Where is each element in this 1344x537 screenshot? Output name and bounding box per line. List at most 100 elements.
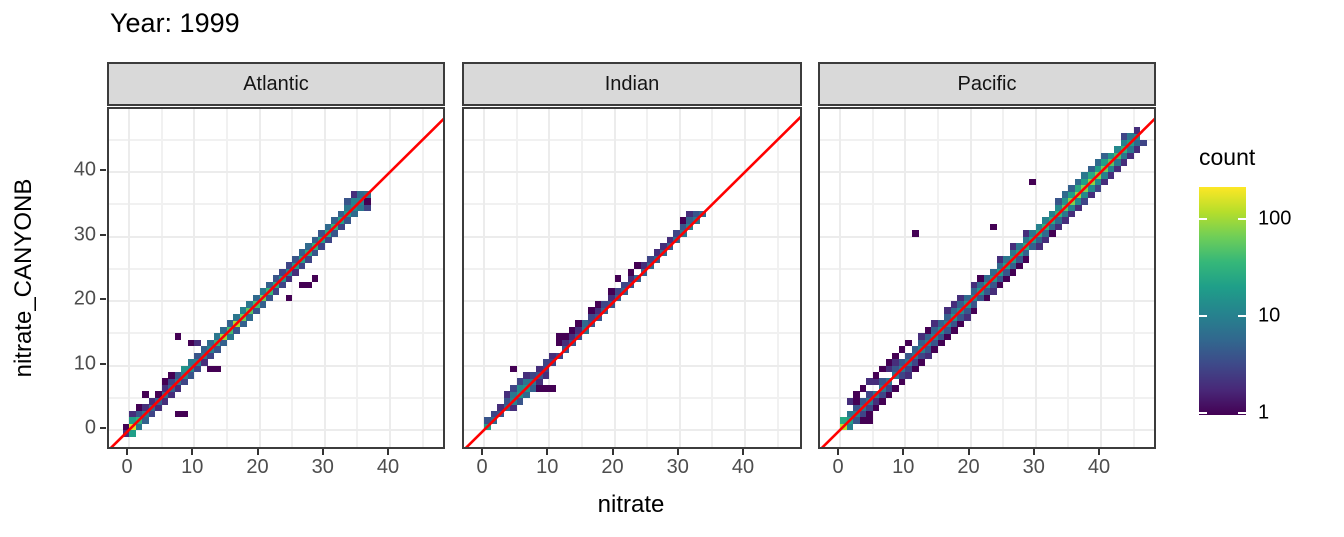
gridline [871, 109, 874, 447]
bin [892, 365, 899, 373]
bin [523, 371, 530, 379]
bin [168, 378, 175, 386]
gridline [1132, 109, 1135, 447]
gridline [969, 109, 972, 447]
bin [516, 397, 524, 405]
bin [647, 255, 654, 263]
gridline [820, 396, 1154, 399]
bin [1055, 204, 1063, 211]
bin [536, 378, 543, 386]
bin [497, 404, 504, 411]
bin [1101, 159, 1108, 166]
bin [970, 307, 978, 315]
bin [1042, 217, 1050, 224]
bin [911, 359, 919, 366]
bin [918, 352, 926, 360]
x-tick-mark [481, 449, 483, 455]
bin [1133, 146, 1141, 153]
bin [944, 333, 952, 341]
bin [272, 288, 280, 295]
x-tick-mark [1032, 449, 1035, 455]
bin [142, 417, 149, 424]
bin [213, 365, 221, 373]
bin [562, 333, 570, 341]
bin [840, 417, 847, 424]
bin [879, 397, 886, 405]
bin [233, 326, 241, 334]
bin [285, 294, 293, 302]
bin [523, 378, 530, 386]
bin [911, 346, 919, 353]
bin [129, 430, 136, 437]
bin [866, 417, 873, 424]
bin [673, 230, 680, 237]
bin [135, 410, 143, 418]
bin [181, 378, 188, 386]
bin [983, 275, 991, 282]
bin [148, 397, 156, 405]
bin [990, 288, 997, 295]
gridline [464, 429, 800, 431]
bin [1022, 236, 1030, 244]
x-tick-label: 40 [376, 456, 400, 478]
bin [503, 391, 511, 399]
bin [666, 236, 674, 244]
x-tick-label: 0 [832, 456, 844, 478]
bin [1088, 184, 1095, 192]
bin [555, 339, 563, 347]
bin [996, 255, 1004, 263]
gridline [1100, 109, 1102, 447]
bin [174, 410, 182, 418]
bin [924, 326, 932, 334]
x-tick-mark [967, 449, 970, 455]
gridline [109, 171, 443, 173]
bin [1042, 236, 1050, 244]
y-tick-mark [100, 298, 106, 300]
gridline [109, 332, 443, 335]
bin [621, 281, 628, 289]
bin [510, 384, 517, 392]
bin [1140, 139, 1147, 147]
bin [931, 339, 939, 347]
bin [129, 410, 136, 418]
bin [1068, 210, 1076, 218]
bin [324, 236, 332, 244]
bin [510, 365, 517, 373]
gridline [464, 235, 800, 238]
bin [983, 288, 991, 295]
bin [1120, 133, 1128, 141]
bin [350, 210, 358, 218]
bin [937, 320, 945, 328]
gridline [820, 429, 1154, 431]
bin [350, 191, 358, 199]
bin [318, 230, 325, 237]
bin [1114, 159, 1121, 166]
bin [944, 313, 952, 321]
bin [977, 275, 984, 282]
bin [298, 281, 306, 289]
x-tick-mark [837, 449, 839, 455]
gridline [744, 109, 746, 447]
bin [1022, 249, 1030, 257]
bin [168, 391, 175, 399]
x-tick-label: 40 [1087, 456, 1111, 478]
bin [990, 281, 997, 289]
bin [892, 359, 899, 366]
bin [350, 197, 358, 205]
bin [142, 404, 149, 411]
gridline [515, 109, 518, 447]
bin [970, 288, 978, 295]
y-tick-label: 30 [73, 223, 96, 245]
gridline [820, 267, 1154, 270]
gridline [820, 203, 1154, 206]
gridline [109, 235, 443, 238]
gridline [464, 203, 800, 206]
bin [1061, 217, 1069, 224]
identity-line [464, 115, 800, 447]
bin [859, 410, 867, 418]
bin [536, 384, 543, 392]
gridline [839, 109, 841, 447]
x-tick-label: 30 [666, 456, 689, 478]
gridline [1034, 109, 1037, 447]
bin [846, 397, 854, 405]
